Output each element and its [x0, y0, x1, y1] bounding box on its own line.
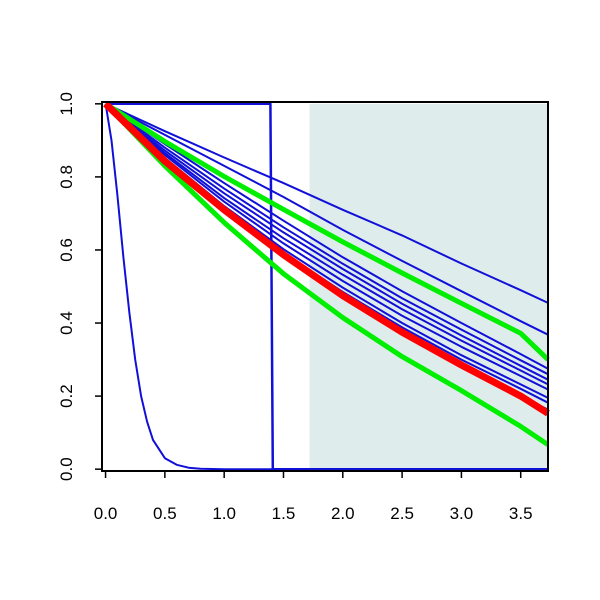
series-layer	[103, 101, 550, 471]
x-tick-label: 2.5	[390, 504, 414, 523]
x-tick-label: 1.0	[212, 504, 236, 523]
blue-series-line-4	[105, 102, 549, 336]
blue-series-line-6	[105, 102, 549, 376]
blue-series-line-9	[104, 103, 549, 391]
y-tick-label: 1.0	[57, 92, 76, 116]
blue-series-line-1	[104, 103, 548, 471]
green-series-line-13	[104, 101, 550, 362]
plot-frame	[101, 101, 549, 472]
x-tick-label: 2.0	[331, 504, 355, 523]
y-tick-label: 0.4	[57, 311, 76, 335]
blue-series-line-5	[105, 102, 549, 370]
x-tick-label: 0.0	[94, 504, 118, 523]
blue-series-line-3	[105, 102, 549, 304]
blue-series-line-8	[104, 103, 549, 386]
red-series-line-15	[103, 101, 550, 417]
x-tick-label: 3.0	[450, 504, 474, 523]
x-tick-label: 0.5	[153, 504, 177, 523]
x-tick-label: 3.5	[509, 504, 533, 523]
blue-series-line-7	[104, 103, 549, 381]
green-series-line-14	[103, 102, 550, 447]
y-tick-label: 0.0	[57, 457, 76, 481]
y-tick-label: 0.6	[57, 238, 76, 262]
x-tick-label: 1.5	[272, 504, 296, 523]
y-tick-label: 0.2	[57, 384, 76, 408]
y-tick-label: 0.8	[57, 165, 76, 189]
axes-layer: 0.0 0.5 1.0 1.5 2.0 2.5 3.0 3.5 0.0 0.2 0.4 0.6 0.8 1…	[57, 92, 533, 523]
blue-series-line-2	[105, 102, 548, 471]
